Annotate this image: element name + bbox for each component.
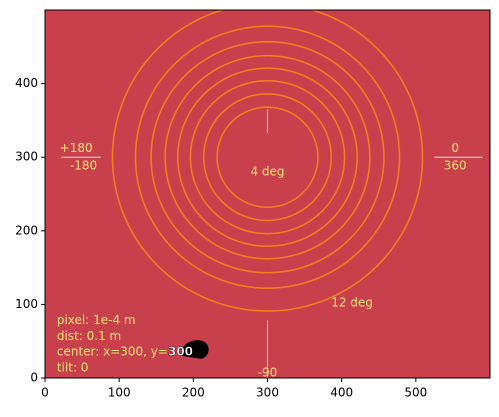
annotation: -90 — [258, 365, 278, 379]
x-tick-label: 500 — [404, 386, 427, 400]
info-line: center: x=300, y= — [57, 345, 168, 359]
annotation: -180 — [70, 159, 97, 173]
ring — [176, 67, 359, 248]
x-tick-label: 400 — [330, 386, 353, 400]
annotation: 0 — [451, 141, 459, 155]
info-line: tilt: 0 — [57, 361, 89, 375]
x-tick-label: 200 — [182, 386, 205, 400]
ring — [111, 10, 424, 312]
center-label: 300 — [168, 345, 193, 359]
ring — [189, 79, 346, 235]
annotation: 4 deg — [250, 164, 284, 178]
ring — [216, 106, 319, 209]
x-tick-label: 100 — [108, 386, 131, 400]
image-background — [45, 10, 490, 378]
annotation: 12 deg — [331, 295, 373, 309]
y-tick-label: 0 — [30, 371, 38, 385]
info-line: dist: 0.1 m — [57, 329, 121, 343]
beam-stop — [181, 340, 209, 359]
annotation: +180 — [60, 141, 93, 155]
y-tick-label: 200 — [15, 223, 38, 237]
annotation: 360 — [444, 159, 467, 173]
ring — [164, 54, 371, 260]
y-tick-label: 400 — [15, 76, 38, 90]
ring — [202, 93, 333, 222]
x-tick-label: 300 — [256, 386, 279, 400]
y-tick-label: 300 — [15, 150, 38, 164]
info-line: pixel: 1e-4 m — [57, 313, 136, 327]
ring — [150, 40, 385, 274]
y-tick-label: 100 — [15, 297, 38, 311]
plot-area: +180 -180 0 360 4 deg 12 deg -90 pixel: 1e-4 m d… — [45, 10, 490, 379]
ring — [134, 25, 401, 290]
x-tick-label: 0 — [41, 386, 49, 400]
